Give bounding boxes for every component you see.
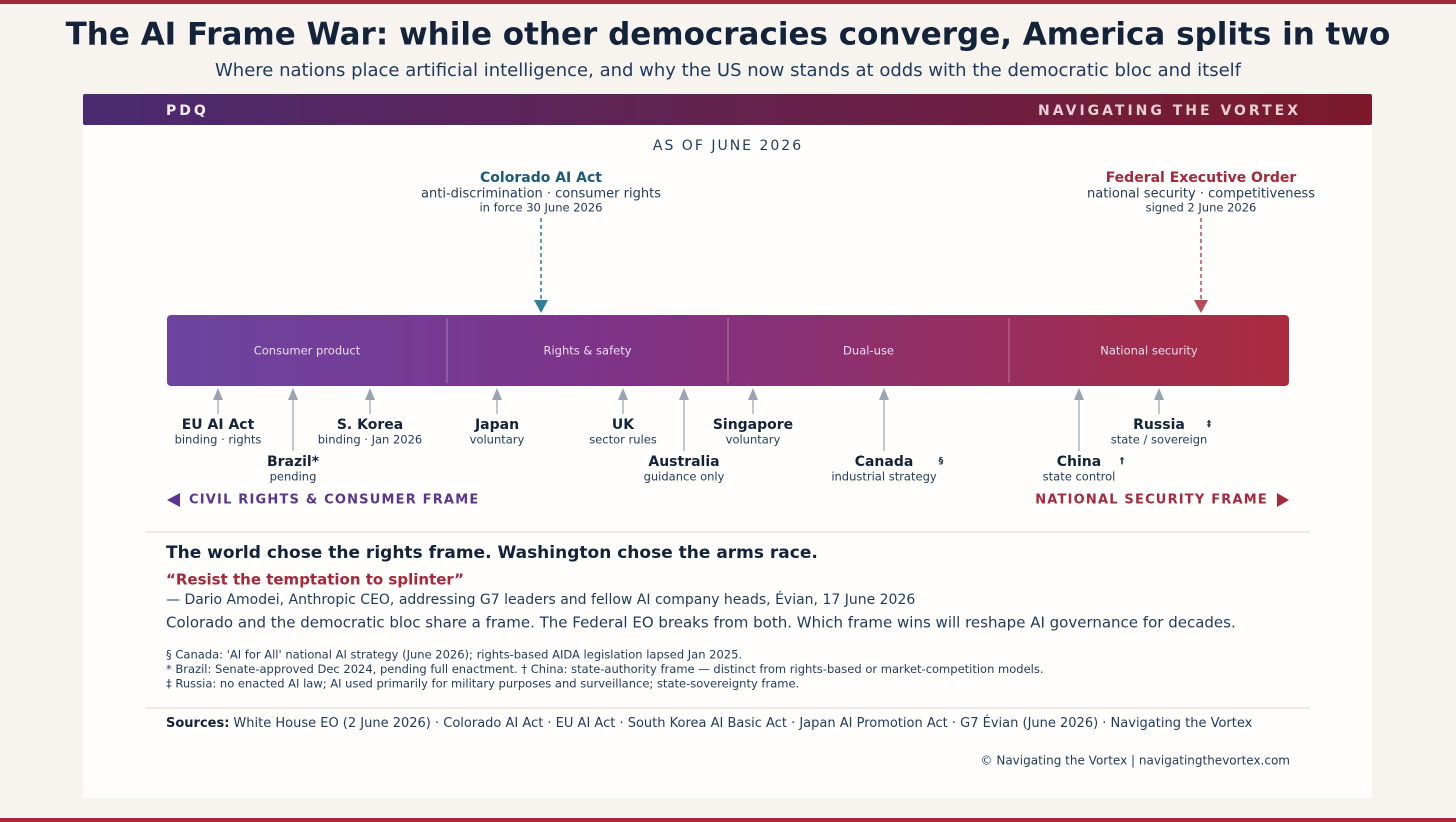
segment-label: Dual-use: [843, 344, 894, 358]
spectrum-bar: [167, 315, 1289, 386]
frame-arrow-left: [167, 493, 180, 507]
marker-arrow: [288, 388, 298, 400]
marker-note: sector rules: [589, 433, 657, 447]
footnote: ‡ Russia: no enacted AI law; AI used pri…: [166, 677, 799, 691]
banner: [83, 94, 1372, 125]
marker-name: UK: [612, 417, 635, 433]
marker-name: Russia: [1133, 417, 1185, 433]
frame-right: NATIONAL SECURITY FRAME: [1035, 493, 1268, 508]
body-text: Colorado and the democratic bloc share a…: [166, 614, 1236, 632]
marker-name: Australia: [648, 454, 719, 470]
callout-title: Colorado AI Act: [480, 170, 602, 186]
callout-title: Federal Executive Order: [1106, 170, 1297, 186]
bottom-rule: [0, 818, 1456, 822]
marker-note: binding · rights: [175, 433, 262, 447]
footnote: § Canada: 'AI for All' national AI strat…: [166, 648, 742, 662]
marker-name: China: [1057, 454, 1101, 470]
marker-name: Singapore: [713, 417, 793, 433]
marker-arrow: [492, 388, 502, 400]
frame-arrow-right: [1277, 493, 1289, 507]
marker-name: EU AI Act: [182, 417, 255, 433]
marker-note: binding · Jan 2026: [318, 433, 422, 447]
marker-note: state / sovereign: [1111, 433, 1208, 447]
quote: “Resist the temptation to splinter”: [166, 571, 464, 589]
as-of: AS OF JUNE 2026: [653, 138, 803, 154]
marker-arrow: [679, 388, 689, 400]
sources: Sources: White House EO (2 June 2026) · C…: [166, 715, 1253, 731]
marker-name: Canada: [855, 454, 914, 470]
segment-label: Rights & safety: [543, 344, 631, 358]
segment-label: National security: [1100, 344, 1198, 358]
attribution: — Dario Amodei, Anthropic CEO, addressin…: [166, 591, 915, 608]
marker-note: voluntary: [470, 433, 525, 447]
marker-note: industrial strategy: [831, 470, 937, 484]
marker-arrow: [365, 388, 375, 400]
top-rule: [0, 0, 1456, 4]
callout-line: national security · competitiveness: [1087, 187, 1315, 202]
marker-note: pending: [270, 470, 317, 484]
marker-arrow: [1074, 388, 1084, 400]
marker-note: guidance only: [644, 470, 725, 484]
marker-name: Japan: [474, 417, 519, 433]
footnote-mark: §: [939, 457, 944, 467]
sources-text: White House EO (2 June 2026) · Colorado …: [233, 715, 1252, 731]
marker-arrow: [618, 388, 628, 400]
banner-left: PDQ: [166, 103, 209, 119]
marker-note: state control: [1043, 470, 1116, 484]
copyright: © Navigating the Vortex | navigatingthev…: [981, 754, 1290, 768]
title: The AI Frame War: while other democracie…: [66, 17, 1391, 53]
banner-right: NAVIGATING THE VORTEX: [1038, 103, 1301, 119]
subtitle: Where nations place artificial intellige…: [215, 60, 1242, 81]
marker-arrow: [1154, 388, 1164, 400]
marker-arrow: [748, 388, 758, 400]
marker-name: Brazil*: [267, 454, 320, 470]
marker-arrow: [879, 388, 889, 400]
marker-arrow: [213, 388, 223, 400]
callout-date: signed 2 June 2026: [1146, 201, 1257, 215]
callout-arrow: [534, 300, 548, 313]
callout-date: in force 30 June 2026: [479, 201, 602, 215]
footnote: * Brazil: Senate-approved Dec 2024, pend…: [166, 662, 1043, 676]
marker-note: voluntary: [726, 433, 781, 447]
headline: The world chose the rights frame. Washin…: [166, 543, 818, 563]
card: [83, 94, 1372, 798]
callout-line: anti-discrimination · consumer rights: [421, 187, 661, 202]
callout-arrow: [1194, 300, 1208, 313]
frame-left: CIVIL RIGHTS & CONSUMER FRAME: [189, 493, 479, 508]
footnote-mark: ‡: [1207, 420, 1212, 430]
sources-label: Sources:: [166, 716, 229, 731]
segment-label: Consumer product: [254, 344, 361, 358]
marker-name: S. Korea: [337, 417, 403, 433]
footnote-mark: †: [1120, 457, 1125, 467]
